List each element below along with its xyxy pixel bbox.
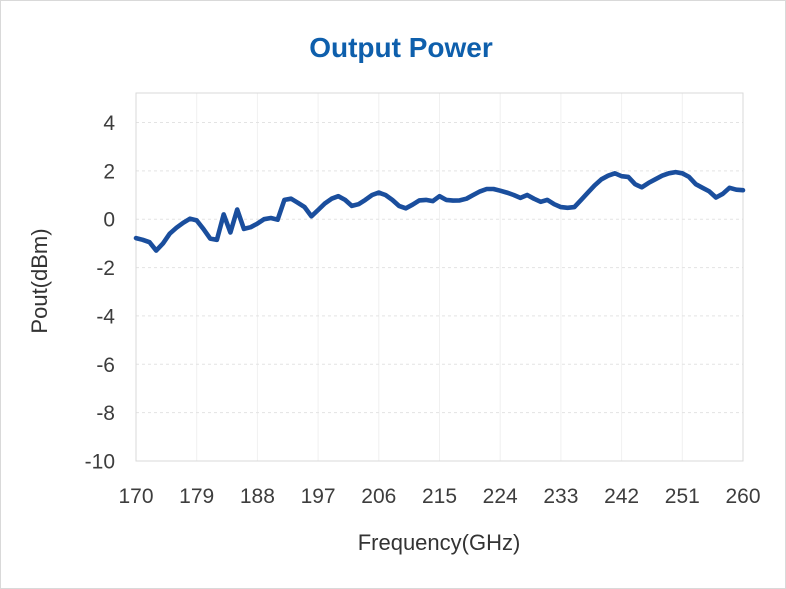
y-tick-label: 4: [103, 112, 115, 135]
x-tick-label: 170: [118, 485, 153, 508]
x-tick-label: 251: [665, 485, 700, 508]
x-tick-label: 242: [604, 485, 639, 508]
x-tick-label: 188: [240, 485, 275, 508]
x-axis-tick-labels: 170 179 188 197 206 215 224 233 242 251 260: [118, 485, 760, 508]
y-tick-label: -4: [96, 305, 115, 328]
y-tick-label: 0: [103, 209, 115, 232]
y-axis-tick-labels: 4 2 0 -2 -4 -6 -8 -10: [85, 112, 116, 474]
y-tick-label: -6: [96, 354, 115, 377]
y-axis-title: Pout(dBm): [27, 228, 52, 333]
x-axis-title: Frequency(GHz): [358, 530, 521, 555]
y-tick-label: -10: [85, 451, 115, 474]
x-tick-label: 224: [483, 485, 518, 508]
x-tick-label: 179: [179, 485, 214, 508]
x-tick-label: 206: [361, 485, 396, 508]
y-tick-label: -8: [96, 402, 115, 425]
y-tick-label: 2: [103, 160, 115, 183]
pout-series-line: [133, 169, 746, 253]
chart-title: Output Power: [309, 32, 493, 63]
x-tick-label: 215: [422, 485, 457, 508]
x-tick-label: 260: [725, 485, 760, 508]
x-tick-label: 197: [301, 485, 336, 508]
y-tick-label: -2: [96, 257, 115, 280]
plot-area-border: [135, 92, 744, 462]
vertical-gridlines: [135, 93, 744, 461]
x-tick-label: 233: [543, 485, 578, 508]
